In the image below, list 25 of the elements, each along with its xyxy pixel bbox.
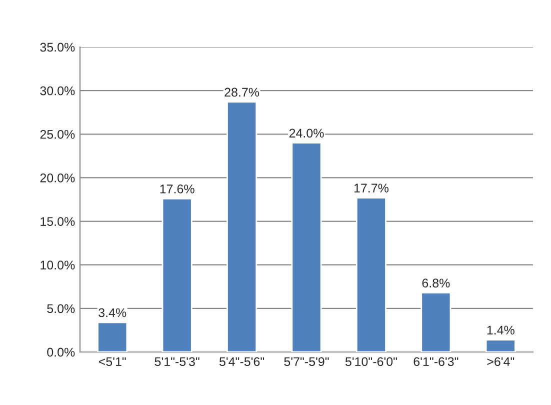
data-label: 3.4% bbox=[98, 308, 126, 318]
x-tick-label: 5'4"-5'6" bbox=[219, 357, 264, 366]
y-tick-label: 20.0% bbox=[40, 174, 75, 182]
y-tick-label: 15.0% bbox=[40, 217, 75, 226]
data-label: 1.4% bbox=[487, 326, 514, 335]
data-label: 24.0% bbox=[289, 128, 324, 138]
bar bbox=[485, 339, 516, 352]
y-tick-label: 0.0% bbox=[47, 348, 75, 357]
x-tick-label: 6'1"-6'3" bbox=[414, 357, 458, 366]
y-tick-label: 5.0% bbox=[47, 304, 75, 314]
data-label: 17.7% bbox=[354, 184, 388, 192]
x-tick-label: 5'7"-5'9" bbox=[284, 357, 329, 366]
y-tick-label: 30.0% bbox=[40, 86, 75, 96]
y-tick-label: 35.0% bbox=[40, 42, 75, 52]
x-tick-label: 5'1"-5'3" bbox=[154, 357, 200, 366]
x-tick-label: <5'1" bbox=[98, 357, 126, 366]
data-label: 6.8% bbox=[422, 278, 450, 288]
x-tick-label: >6'4" bbox=[487, 357, 514, 366]
data-label: 17.6% bbox=[160, 184, 194, 194]
bar bbox=[356, 197, 386, 352]
bar bbox=[420, 292, 452, 352]
y-tick-label: 25.0% bbox=[40, 130, 75, 139]
x-tick-label: 5'10"-6'0" bbox=[345, 357, 397, 366]
data-label: 28.7% bbox=[224, 88, 260, 97]
y-tick-label: 10.0% bbox=[40, 260, 75, 270]
